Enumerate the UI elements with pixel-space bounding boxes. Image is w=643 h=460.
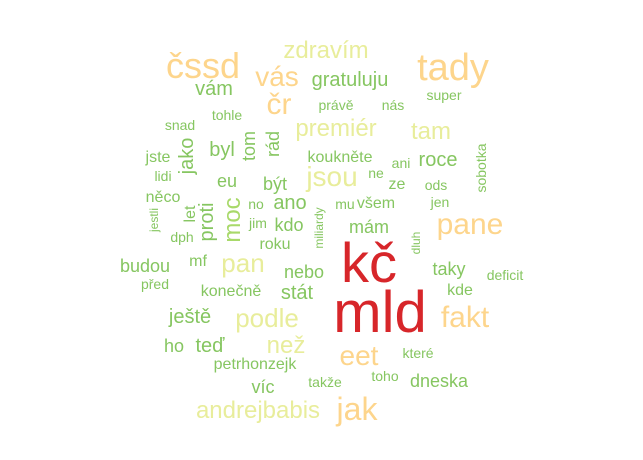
word-15: tam	[411, 118, 451, 145]
word-39: být	[263, 174, 287, 194]
word-73: které	[402, 345, 433, 361]
word-16: zdravím	[283, 37, 368, 64]
word-44: mf	[189, 253, 207, 270]
word-28: taky	[432, 259, 465, 279]
word-12: podle	[235, 303, 299, 333]
word-33: teď	[196, 335, 226, 357]
word-53: právě	[318, 97, 353, 113]
word-13: pan	[221, 248, 264, 278]
word-22: byl	[209, 139, 235, 161]
word-58: ods	[425, 177, 448, 193]
word-27: ještě	[168, 306, 211, 328]
word-54: nás	[382, 97, 405, 113]
word-57: ne	[368, 165, 384, 181]
word-60: sobotka	[473, 143, 489, 192]
word-46: všem	[357, 195, 395, 212]
word-45: roku	[259, 236, 290, 253]
word-40: kdo	[274, 215, 303, 235]
word-65: no	[248, 196, 264, 212]
word-3: čssd	[166, 45, 240, 86]
word-29: mám	[349, 217, 389, 237]
word-20: gratuluju	[312, 69, 389, 91]
word-25: tom	[239, 131, 259, 161]
word-71: před	[141, 276, 169, 292]
word-72: petrhonzejk	[214, 356, 298, 373]
word-63: jestli	[147, 208, 161, 233]
word-10: čr	[267, 88, 292, 121]
word-75: takže	[308, 374, 342, 390]
word-11: jsou	[305, 161, 357, 192]
word-37: víc	[251, 377, 274, 397]
word-70: deficit	[487, 267, 524, 283]
word-6: jak	[336, 391, 379, 427]
word-18: než	[267, 332, 306, 359]
word-43: jste	[145, 149, 171, 166]
word-64: dph	[170, 229, 193, 245]
word-30: stát	[281, 282, 314, 304]
word-62: něco	[146, 189, 181, 206]
word-5: pane	[437, 208, 504, 241]
word-47: ze	[389, 176, 406, 193]
word-35: budou	[120, 256, 170, 276]
word-56: ani	[392, 155, 411, 171]
word-19: moc	[219, 197, 246, 242]
word-17: andrejbabis	[196, 397, 320, 424]
word-61: lidi	[154, 168, 171, 184]
word-48: koukněte	[308, 149, 373, 166]
word-51: snad	[165, 117, 195, 133]
word-9: vás	[255, 61, 299, 92]
word-38: eu	[217, 171, 237, 191]
word-21: vám	[195, 78, 233, 100]
word-14: premiér	[295, 115, 376, 142]
word-34: ho	[164, 336, 184, 356]
word-36: dneska	[410, 371, 469, 391]
word-31: ano	[273, 192, 306, 214]
word-55: super	[426, 87, 461, 103]
word-67: jim	[248, 215, 267, 231]
word-8: fakt	[441, 301, 490, 334]
word-74: toho	[371, 368, 398, 384]
word-68: miliardy	[312, 207, 326, 248]
word-24: rád	[263, 131, 283, 157]
word-26: roce	[419, 149, 458, 171]
word-52: tohle	[212, 107, 243, 123]
word-42: kde	[447, 282, 473, 299]
word-4: tady	[417, 47, 489, 89]
word-69: dluh	[409, 232, 423, 255]
word-49: konečně	[201, 283, 262, 300]
word-1: kč	[341, 231, 397, 294]
word-66: mu	[335, 196, 354, 212]
word-2: mld	[333, 280, 426, 345]
word-50: let	[182, 205, 199, 222]
word-7: eet	[340, 340, 379, 371]
word-23: jako	[176, 138, 198, 176]
word-59: jen	[430, 194, 450, 210]
word-41: nebo	[284, 262, 324, 282]
word-32: proti	[196, 203, 218, 242]
